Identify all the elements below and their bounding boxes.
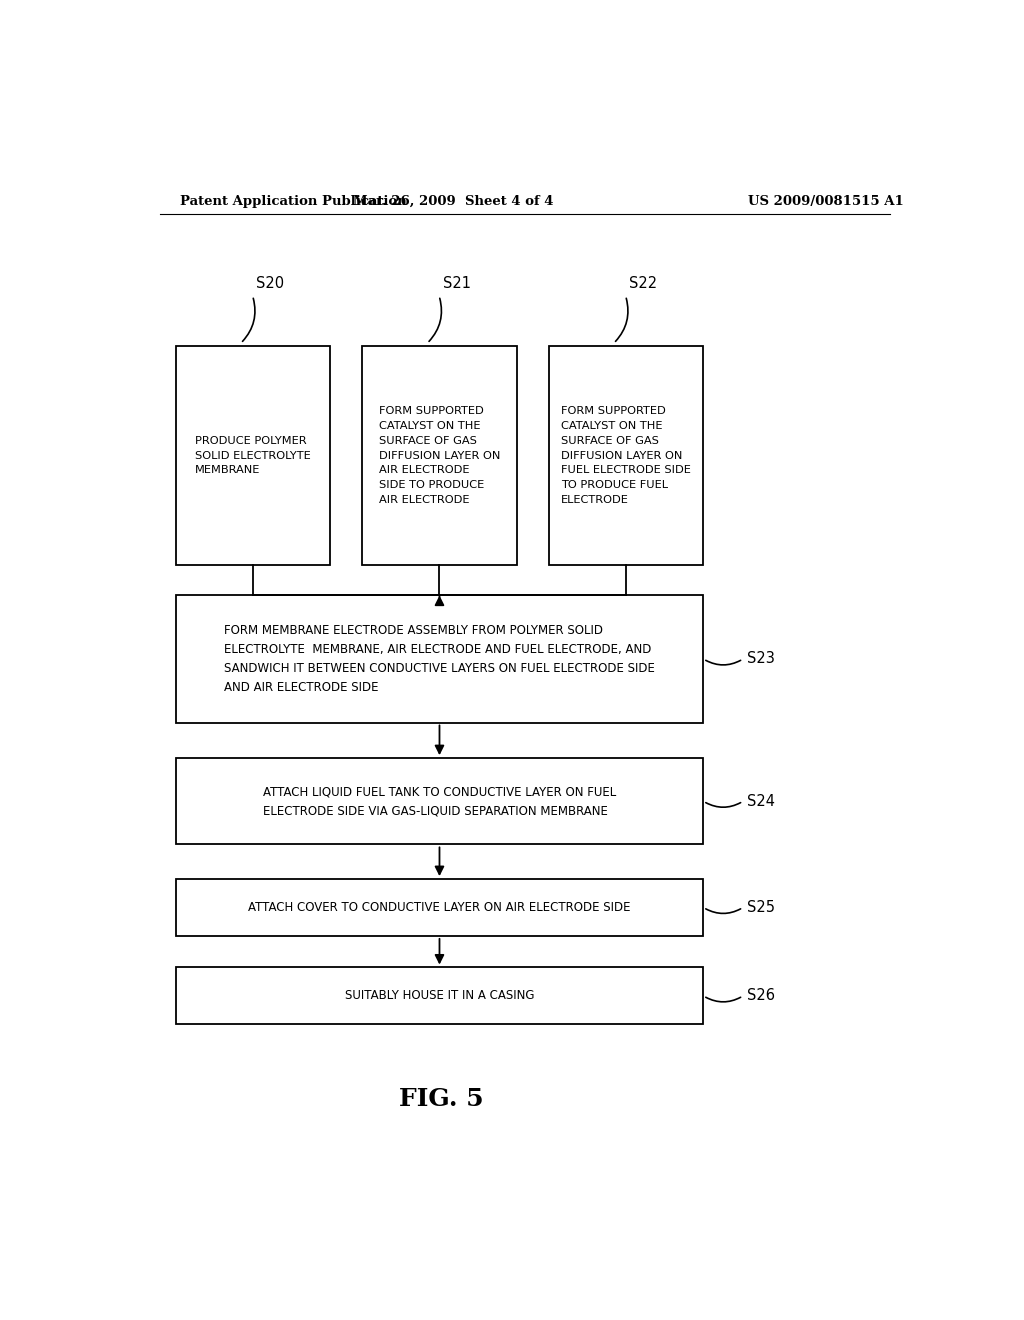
Text: FORM SUPPORTED
CATALYST ON THE
SURFACE OF GAS
DIFFUSION LAYER ON
AIR ELECTRODE
S: FORM SUPPORTED CATALYST ON THE SURFACE O…	[379, 407, 500, 506]
Text: S24: S24	[748, 793, 775, 809]
Text: S20: S20	[256, 276, 285, 290]
Text: S25: S25	[748, 900, 775, 915]
Bar	[176, 758, 703, 845]
Bar	[176, 595, 703, 722]
Bar	[362, 346, 517, 565]
Text: FIG. 5: FIG. 5	[399, 1086, 483, 1110]
Text: S23: S23	[748, 652, 775, 667]
Text: SUITABLY HOUSE IT IN A CASING: SUITABLY HOUSE IT IN A CASING	[345, 990, 535, 1002]
Bar	[176, 879, 703, 936]
Bar	[176, 968, 703, 1024]
Text: S26: S26	[748, 989, 775, 1003]
Bar	[176, 346, 331, 565]
Text: ATTACH COVER TO CONDUCTIVE LAYER ON AIR ELECTRODE SIDE: ATTACH COVER TO CONDUCTIVE LAYER ON AIR …	[248, 902, 631, 913]
Text: S21: S21	[443, 276, 471, 290]
Text: US 2009/0081515 A1: US 2009/0081515 A1	[749, 194, 904, 207]
Bar	[549, 346, 703, 565]
Text: Patent Application Publication: Patent Application Publication	[179, 194, 407, 207]
Text: PRODUCE POLYMER
SOLID ELECTROLYTE
MEMBRANE: PRODUCE POLYMER SOLID ELECTROLYTE MEMBRA…	[196, 436, 311, 475]
Text: FORM MEMBRANE ELECTRODE ASSEMBLY FROM POLYMER SOLID
ELECTROLYTE  MEMBRANE, AIR E: FORM MEMBRANE ELECTRODE ASSEMBLY FROM PO…	[224, 624, 655, 694]
Text: Mar. 26, 2009  Sheet 4 of 4: Mar. 26, 2009 Sheet 4 of 4	[353, 194, 554, 207]
Text: S22: S22	[630, 276, 657, 290]
Text: ATTACH LIQUID FUEL TANK TO CONDUCTIVE LAYER ON FUEL
ELECTRODE SIDE VIA GAS-LIQUI: ATTACH LIQUID FUEL TANK TO CONDUCTIVE LA…	[263, 785, 616, 817]
Text: FORM SUPPORTED
CATALYST ON THE
SURFACE OF GAS
DIFFUSION LAYER ON
FUEL ELECTRODE : FORM SUPPORTED CATALYST ON THE SURFACE O…	[561, 407, 691, 506]
